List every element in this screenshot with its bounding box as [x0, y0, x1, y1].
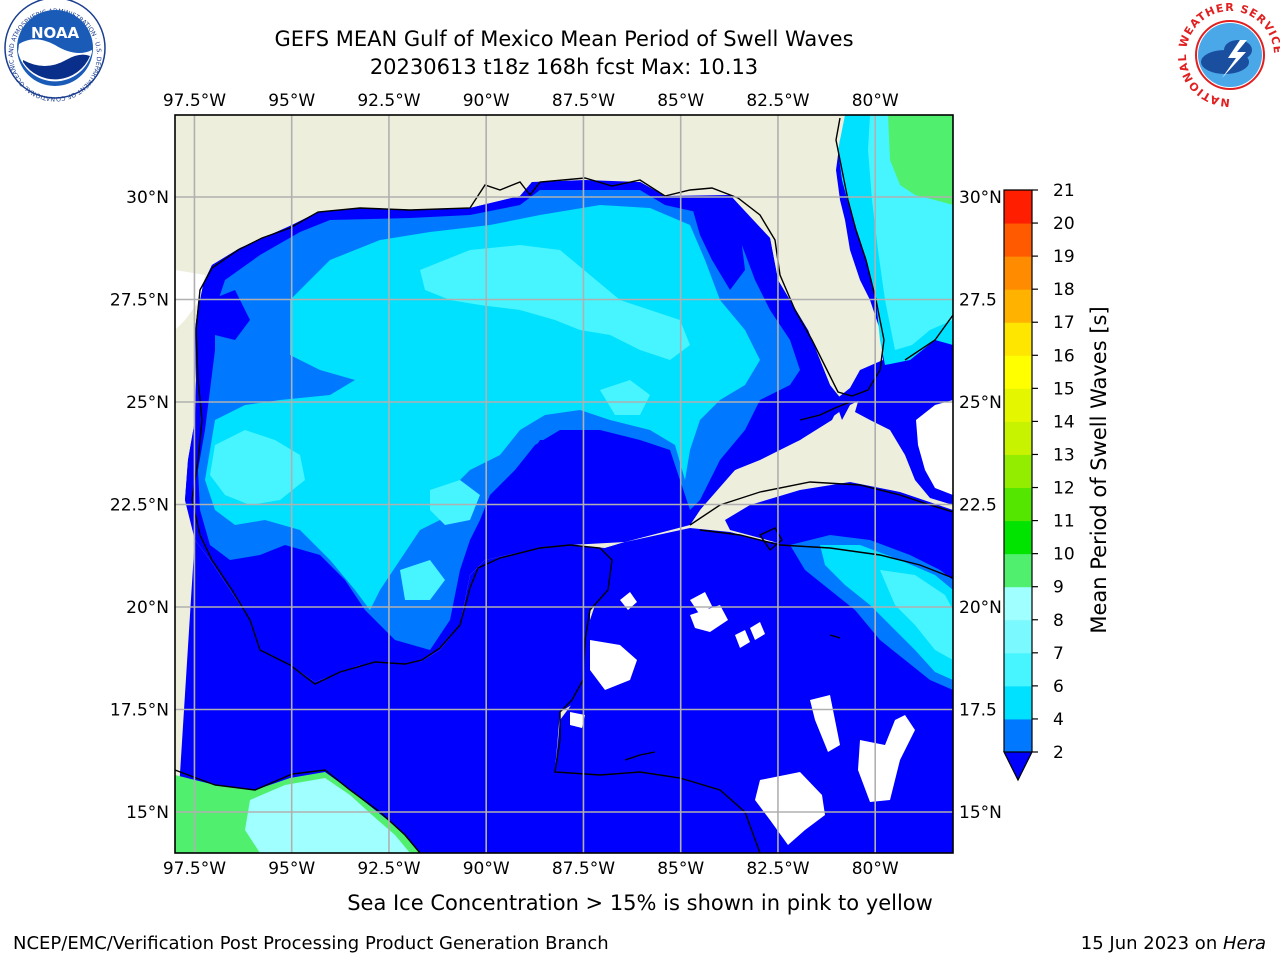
lat-tick-right: 27.5 [959, 291, 997, 311]
lat-tick-left: 15°N [126, 803, 169, 823]
colorbar-segment [1004, 190, 1032, 224]
colorbar-tick-label: 15 [1053, 379, 1075, 399]
lon-ticks-bottom: 97.5°W 95°W 92.5°W 90°W 87.5°W 85°W 82.5°W 80°W [163, 859, 899, 879]
colorbar: 2 4 6 7 8 9 10 11 12 13 14 15 16 17 18 19 20 21 [1003, 181, 1075, 782]
colorbar-tick-label: 2 [1053, 743, 1064, 763]
lat-tick-right: 30°N [959, 188, 1002, 208]
colorbar-segment [1004, 388, 1032, 422]
caribbean-band-light [880, 570, 953, 660]
nws-logo-icon: NATIONAL WEATHER SERVICE [1176, 1, 1280, 109]
gridlines [175, 115, 953, 853]
credit-date: 15 Jun 2023 on [1080, 933, 1223, 954]
lon-tick-top: 85°W [657, 91, 704, 111]
credit-host: Hera [1222, 933, 1266, 954]
colorbar-segment [1004, 685, 1032, 720]
chart-subtitle: 20230613 t18z 168h fcst Max: 10.13 [369, 55, 759, 79]
lon-tick-bottom: 82.5°W [746, 859, 809, 879]
lat-tick-right: 25°N [959, 393, 1002, 413]
lon-tick-top: 87.5°W [552, 91, 615, 111]
colorbar-segment [1004, 553, 1032, 588]
colorbar-segment [1004, 421, 1032, 455]
colorbar-tick-label: 21 [1053, 181, 1075, 201]
credit-right: 15 Jun 2023 on Hera [1081, 933, 1266, 954]
colorbar-segment [1004, 520, 1032, 555]
colorbar-segment [1004, 487, 1032, 522]
colorbar-tick-label: 9 [1053, 578, 1064, 598]
colorbar-tick-label: 18 [1053, 280, 1075, 300]
colorbar-segment [1004, 322, 1032, 356]
colorbar-tick-label: 12 [1053, 479, 1075, 499]
pacific-band-light [245, 778, 410, 853]
colorbar-segment [1004, 289, 1032, 323]
lon-tick-top: 82.5°W [746, 91, 809, 111]
lat-tick-right: 15°N [959, 803, 1002, 823]
lat-tick-right: 20°N [959, 598, 1002, 618]
map-area [175, 115, 953, 853]
colorbar-tick-label: 19 [1053, 247, 1075, 267]
colorbar-segment [1004, 586, 1032, 621]
colorbar-segment [1004, 454, 1032, 489]
colorbar-segment [1004, 355, 1032, 389]
lat-tick-left: 17.5°N [110, 701, 169, 721]
lat-tick-left: 20°N [126, 598, 169, 618]
lon-tick-bottom: 85°W [657, 859, 704, 879]
credit-left: NCEP/EMC/Verification Post Processing Pr… [13, 933, 609, 954]
colorbar-segment [1004, 652, 1032, 687]
noaa-logo-text: NOAA [31, 24, 80, 42]
colorbar-tick-label: 11 [1053, 512, 1075, 532]
lon-tick-top: 92.5°W [357, 91, 420, 111]
caribbean-ocean [555, 528, 953, 853]
lat-tick-left: 27.5°N [110, 291, 169, 311]
noaa-logo-icon: NATIONAL OCEANIC AND ATMOSPHERIC ADMINIS… [0, 0, 106, 102]
colorbar-tick-label: 8 [1053, 611, 1064, 631]
chart-title: GEFS MEAN Gulf of Mexico Mean Period of … [274, 27, 854, 51]
lon-tick-bottom: 87.5°W [552, 859, 615, 879]
colorbar-extend-arrow [1003, 751, 1033, 782]
lon-tick-top: 95°W [268, 91, 315, 111]
colorbar-tick-label: 4 [1053, 710, 1064, 730]
lon-tick-top: 80°W [852, 91, 899, 111]
colorbar-outline [1003, 189, 1033, 752]
lon-tick-bottom: 80°W [852, 859, 899, 879]
lat-tick-right: 22.5 [959, 496, 997, 516]
map-frame [174, 114, 954, 854]
atlantic-band-green [888, 115, 953, 205]
sea-ice-footnote: Sea Ice Concentration > 15% is shown in … [347, 891, 933, 915]
lat-tick-left: 22.5°N [110, 496, 169, 516]
colorbar-tick-label: 14 [1053, 412, 1075, 432]
lon-tick-bottom: 92.5°W [357, 859, 420, 879]
lon-tick-top: 97.5°W [163, 91, 226, 111]
lat-tick-right: 17.5 [959, 701, 997, 721]
colorbar-tick-label: 7 [1053, 644, 1064, 664]
lon-tick-bottom: 90°W [463, 859, 510, 879]
colorbar-segment [1004, 718, 1032, 753]
lon-tick-bottom: 97.5°W [163, 859, 226, 879]
coastlines [175, 117, 953, 853]
lon-ticks-top: 97.5°W 95°W 92.5°W 90°W 87.5°W 85°W 82.5°W 80°W [163, 91, 899, 111]
colorbar-segment [1004, 256, 1032, 290]
colorbar-tick-label: 10 [1053, 545, 1075, 565]
colorbar-label: Mean Period of Swell Waves [s] [1087, 306, 1111, 633]
colorbar-tick-label: 6 [1053, 677, 1064, 697]
lat-tick-left: 25°N [126, 393, 169, 413]
colorbar-tick-label: 20 [1053, 214, 1075, 234]
colorbar-tick-label: 16 [1053, 346, 1075, 366]
lon-tick-bottom: 95°W [268, 859, 315, 879]
lon-tick-top: 90°W [463, 91, 510, 111]
colorbar-tick-label: 13 [1053, 445, 1075, 465]
colorbar-segment [1004, 619, 1032, 654]
lat-tick-left: 30°N [126, 188, 169, 208]
lat-ticks-right: 15°N 17.5 20°N 22.5 25°N 27.5 30°N [959, 188, 1002, 823]
colorbar-tick-label: 17 [1053, 313, 1075, 333]
gulf-dark-patches [210, 200, 745, 660]
colorbar-segment [1004, 223, 1032, 257]
lat-ticks-left: 15°N 17.5°N 20°N 22.5°N 25°N 27.5°N 30°N [110, 188, 169, 823]
